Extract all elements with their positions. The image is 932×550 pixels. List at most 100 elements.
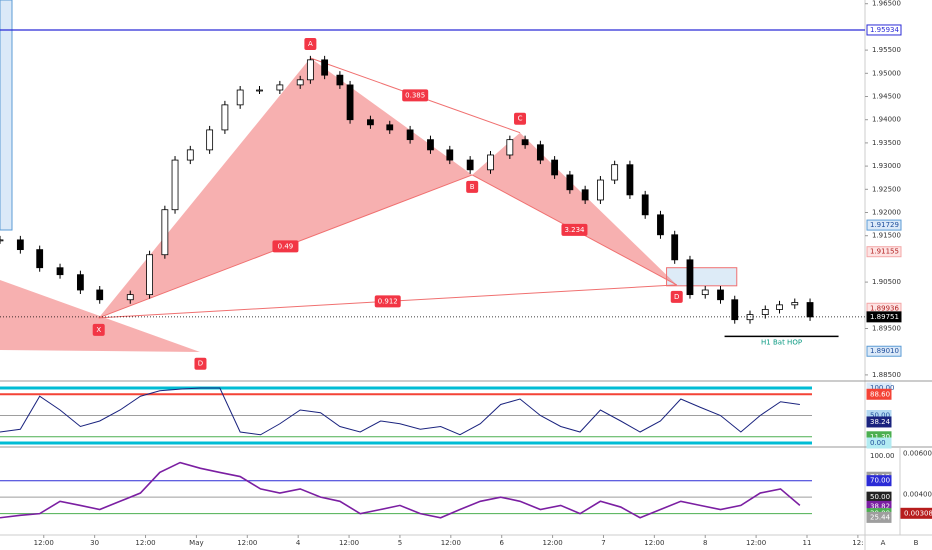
ratio-badge xyxy=(272,240,299,253)
x-tick-label: 8 xyxy=(703,539,707,547)
axis-label: 1.89936 xyxy=(870,304,899,312)
candle xyxy=(236,89,244,106)
axis-label: 1.89010 xyxy=(870,347,899,355)
candle xyxy=(96,289,104,301)
y-tick-label: 1.93000 xyxy=(872,162,901,170)
candle xyxy=(186,149,194,161)
axis-label-bg xyxy=(866,437,892,449)
candle xyxy=(776,304,783,310)
x-tick-label: 12:00 xyxy=(644,539,664,547)
point-badge xyxy=(304,37,317,50)
point-label: C xyxy=(518,115,523,123)
ratio-badge xyxy=(374,295,401,308)
x-tick-label: 30 xyxy=(90,539,99,547)
point-badge xyxy=(92,323,105,336)
candle xyxy=(126,294,134,301)
oscillator-line xyxy=(0,461,801,519)
ratio-label: 3.234 xyxy=(564,226,585,234)
candle xyxy=(536,144,544,161)
candle xyxy=(221,104,229,131)
candle xyxy=(761,309,769,315)
axis-label: 70.00 xyxy=(870,477,890,485)
candle xyxy=(626,164,634,196)
candle xyxy=(321,59,329,76)
axis-label: 1.91155 xyxy=(870,248,899,256)
candle xyxy=(657,214,664,236)
left-pattern xyxy=(0,280,200,352)
y-tick-label: 1.94500 xyxy=(872,93,901,101)
pattern-fill xyxy=(472,132,677,285)
point-label: D xyxy=(198,360,203,368)
y2-tick-label: 0.00400 xyxy=(903,490,932,498)
candle xyxy=(506,139,514,156)
ratio-label: 0.385 xyxy=(405,91,425,99)
y-tick-label: 1.90500 xyxy=(872,278,901,286)
axis-label: 100.00 xyxy=(870,452,895,460)
point-label: X xyxy=(96,326,101,334)
candle xyxy=(521,139,529,146)
axis-label: 38.82 xyxy=(870,502,890,510)
candle xyxy=(701,289,709,296)
axis-label-bg xyxy=(866,311,902,323)
x-tick-label: 11 xyxy=(803,539,812,547)
point-badge xyxy=(466,180,479,193)
candle xyxy=(296,79,304,86)
candle xyxy=(367,119,374,126)
axis-label: 11.30 xyxy=(870,433,890,441)
x-tick-label: 4 xyxy=(296,539,301,547)
candle xyxy=(276,84,284,91)
candle xyxy=(386,124,394,131)
candle xyxy=(346,84,354,121)
point-badge xyxy=(194,357,207,370)
candle xyxy=(446,149,454,161)
x-tick-label: 5 xyxy=(398,539,402,547)
candle xyxy=(611,164,619,181)
axis-label: 50.00 xyxy=(870,412,890,420)
candle xyxy=(597,179,604,201)
ratio-badge xyxy=(561,223,588,236)
axis-label-bg xyxy=(866,416,892,428)
axis-label: 50.00 xyxy=(870,493,890,501)
x-tick-label: May xyxy=(189,539,203,547)
point-label: D xyxy=(674,293,679,301)
x-tick-label: 12:00 xyxy=(237,539,257,547)
oscillator-line xyxy=(0,387,800,436)
x-tick-label: 12:00 xyxy=(746,539,766,547)
axis-label: 1.89751 xyxy=(870,313,899,321)
y-tick-label: 1.89500 xyxy=(872,324,901,332)
candle xyxy=(36,249,44,269)
ratio-badge xyxy=(402,89,429,102)
candle xyxy=(671,234,679,261)
axis-label: 38.24 xyxy=(870,418,891,426)
axis-label: 1.91729 xyxy=(870,221,899,229)
candle xyxy=(566,174,574,191)
axis-label: 25.44 xyxy=(870,513,891,521)
candle xyxy=(406,129,414,141)
candle xyxy=(171,159,179,211)
axis-label-bg xyxy=(866,475,892,487)
x-tick-label: 12:00 xyxy=(542,539,562,547)
candle xyxy=(487,154,494,171)
y-tick-label: 1.94000 xyxy=(872,116,901,124)
y-tick-label: 1.95500 xyxy=(872,46,901,54)
target-label: H1 Bat HOP xyxy=(761,338,802,346)
corner-label: A xyxy=(881,539,886,547)
y-tick-label: 1.91500 xyxy=(872,232,901,240)
x-tick-label: 12:00 xyxy=(339,539,359,547)
y-tick-label: 1.95000 xyxy=(872,69,901,77)
axis-label: 88.60 xyxy=(870,390,890,398)
x-tick-label: 6 xyxy=(499,539,504,547)
candle xyxy=(427,139,434,151)
axis-label-bg xyxy=(866,450,892,462)
ratio-label: 0.49 xyxy=(278,242,294,250)
candle xyxy=(731,299,739,321)
axis-label: 100.00 xyxy=(870,384,895,392)
point-badge xyxy=(514,112,527,125)
axis-label: 0.00 xyxy=(870,439,886,447)
y-tick-label: 1.96500 xyxy=(872,0,901,8)
axis-label-bg xyxy=(866,511,892,523)
y-tick-label: 1.92500 xyxy=(872,185,901,193)
point-label: B xyxy=(470,183,475,191)
